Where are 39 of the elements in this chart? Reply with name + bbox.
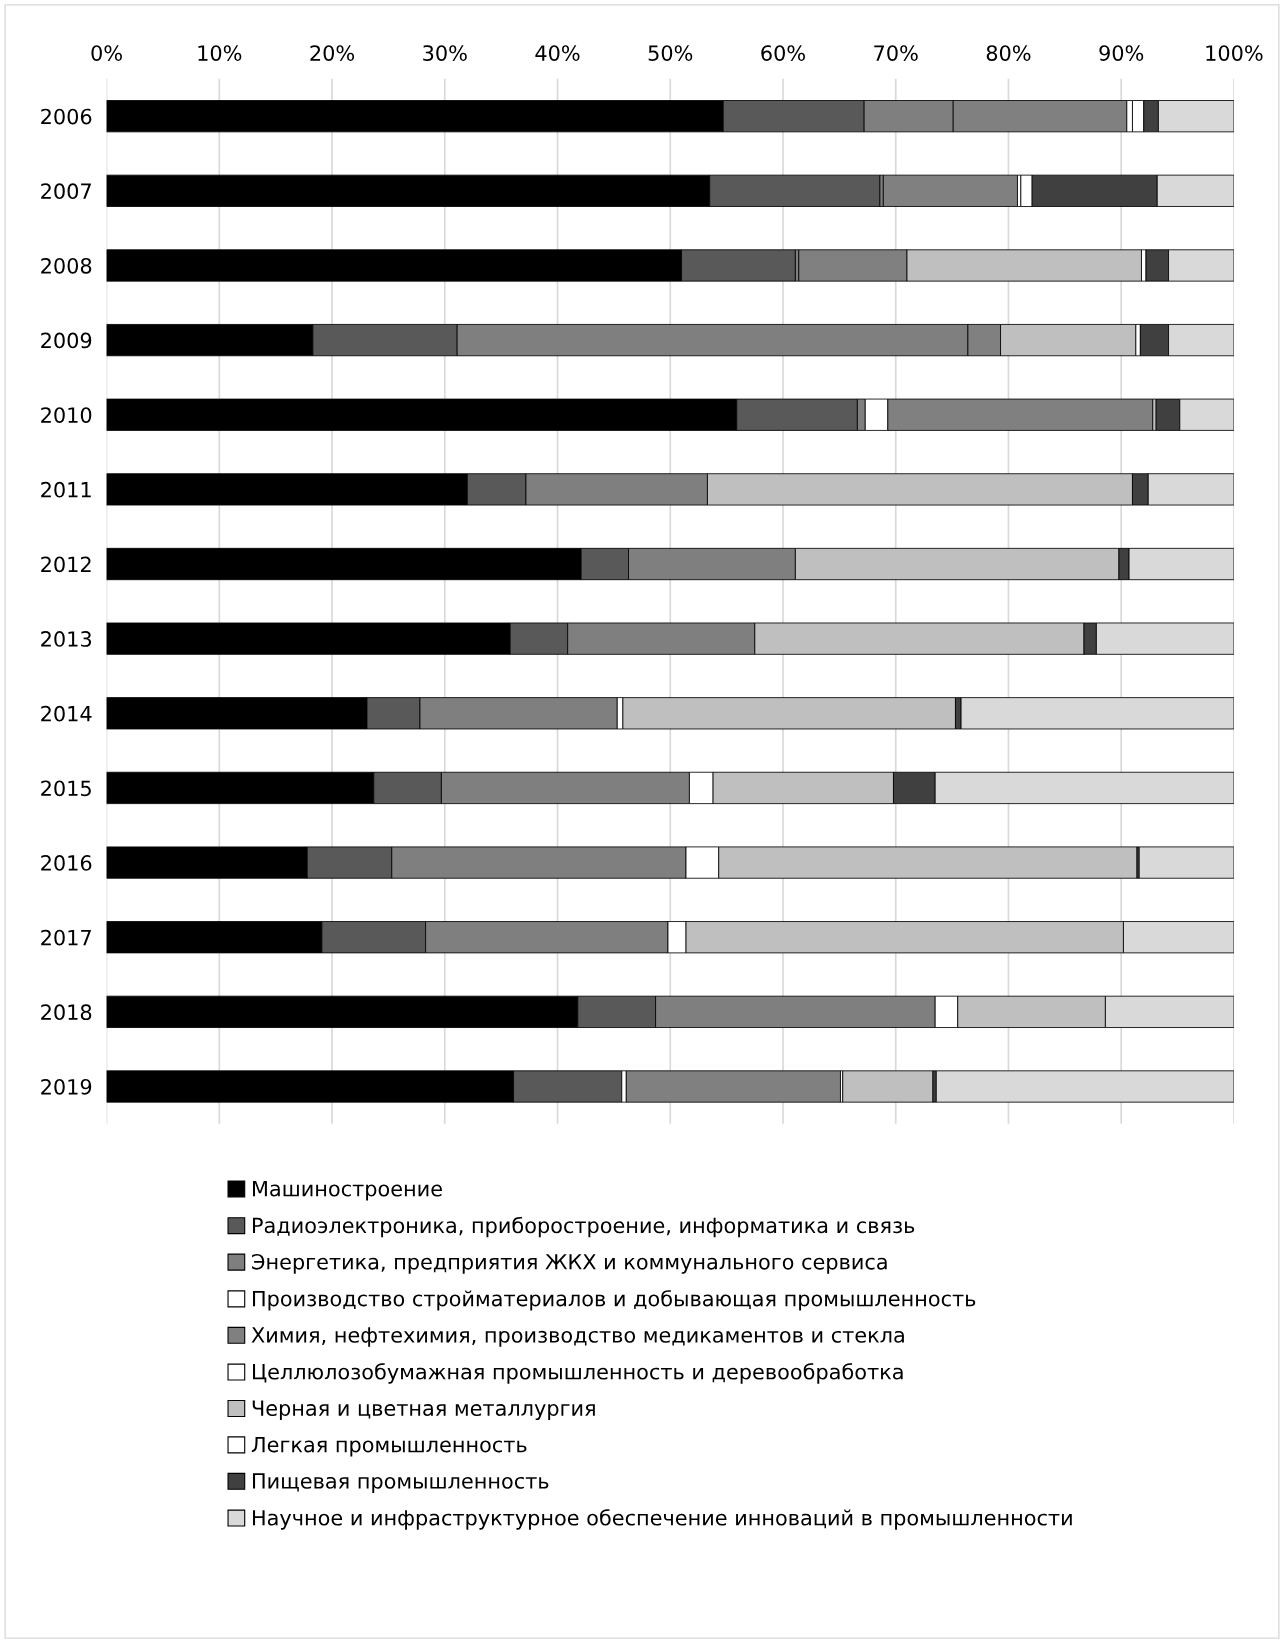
y-tick-label: 2011 [41,481,91,498]
y-tick-label: 2009 [41,332,92,349]
y-tick-label: 2017 [41,929,91,946]
legend-label: Машиностроение [253,1180,442,1201]
y-tick-label: 2015 [41,780,91,797]
x-tick-label: 0% [91,45,122,61]
x-tick-label: 100% [1206,45,1263,61]
legend-label: Производство стройматериалов и добывающая промышленность [253,1289,976,1311]
x-tick-label: 60% [761,45,805,61]
x-tick-label: 70% [874,45,918,61]
bar [625,1070,841,1103]
legend-label: Научное и инфраструктурное обеспечение инноваций в промышленности [253,1509,1072,1530]
y-tick-label: 2012 [41,556,91,573]
legend-label: Легкая промышленность [251,1436,527,1457]
y-tick-label: 2008 [41,257,92,274]
bar [1138,846,1234,879]
bar [842,1070,934,1103]
legend-label: Химия, нефтехимия, производство медикаментов и стекла [251,1327,904,1347]
x-tick-label: 40% [535,45,580,61]
y-tick-label: 2014 [41,705,92,722]
legend-label: Энергетика, предприятия ЖКХ и коммунального сервиса [252,1253,887,1274]
y-tick-label: 2018 [41,1004,92,1021]
bar [882,174,1018,207]
y-tick-label: 2016 [41,855,92,871]
y-tick-label: 2013 [41,631,92,647]
y-tick-label: 2006 [41,108,92,125]
y-tick-label: 2010 [41,407,92,423]
y-tick-label: 2007 [41,183,91,200]
x-tick-label: 10% [198,45,242,61]
x-tick-label: 20% [310,45,355,61]
legend-label: Черная и цветная металлургия [252,1400,595,1421]
legend-label: Радиоэлектроника, приборостроение, информатика и связь [253,1216,915,1238]
x-tick-label: 30% [423,45,467,61]
x-tick-label: 50% [648,45,693,61]
x-tick-label: 90% [1099,45,1144,61]
x-tick-label: 80% [986,45,1031,61]
legend-label: Пищевая промышленность [253,1473,549,1493]
y-tick-label: 2019 [41,1078,92,1095]
legend-label: Целлюлозобумажная промышленность и деревообработка [253,1363,903,1384]
